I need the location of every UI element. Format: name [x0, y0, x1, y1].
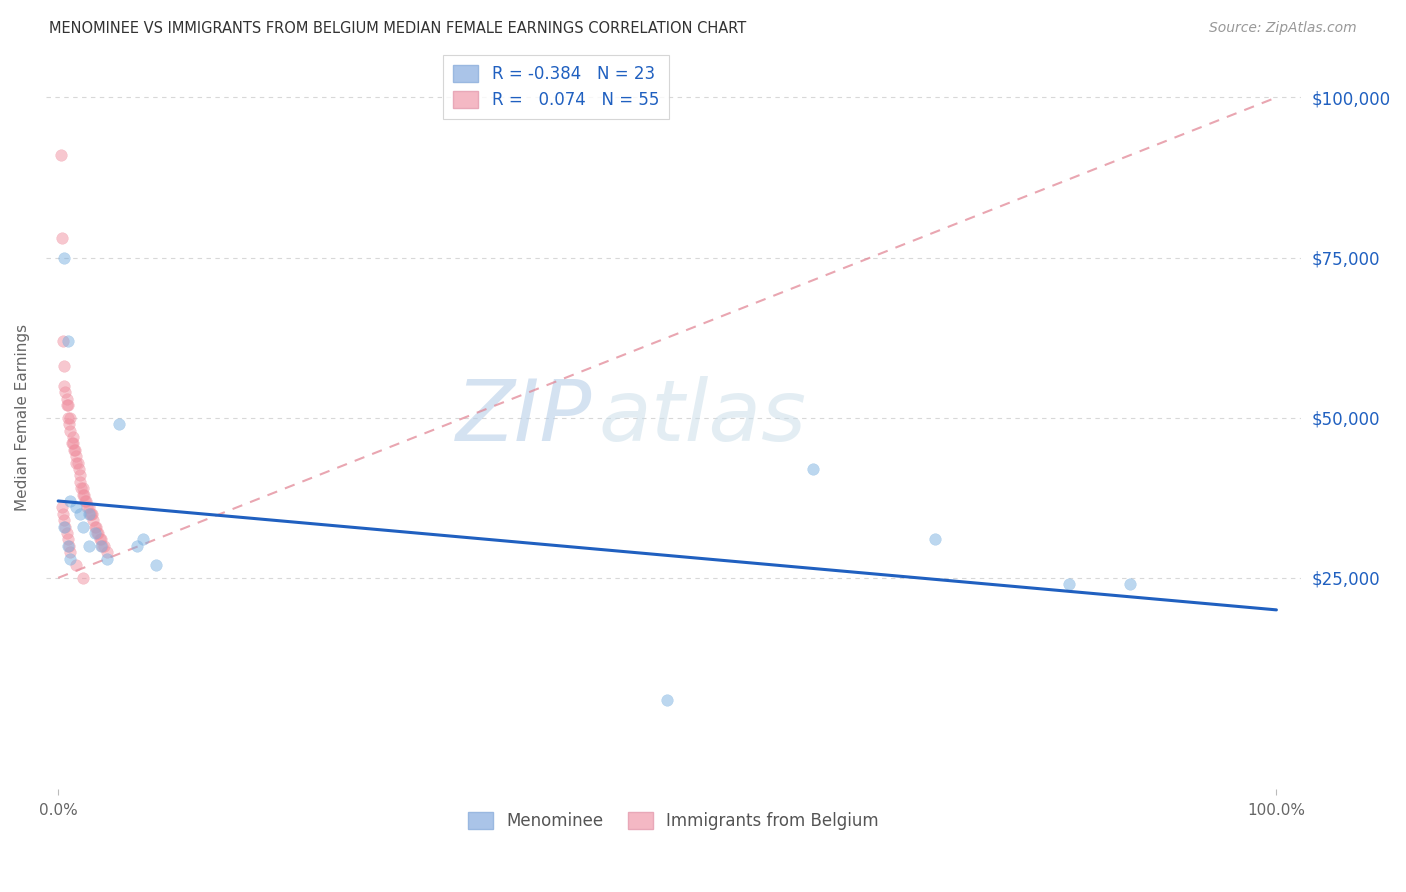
Text: MENOMINEE VS IMMIGRANTS FROM BELGIUM MEDIAN FEMALE EARNINGS CORRELATION CHART: MENOMINEE VS IMMIGRANTS FROM BELGIUM MED… — [49, 21, 747, 36]
Point — [73, 487, 96, 501]
Point — [91, 539, 114, 553]
Point — [65, 456, 87, 470]
Point — [72, 519, 94, 533]
Point — [55, 392, 77, 406]
Point — [82, 507, 104, 521]
Point — [79, 507, 101, 521]
Point — [53, 513, 76, 527]
Point — [59, 410, 82, 425]
Point — [1119, 577, 1142, 591]
Point — [82, 513, 104, 527]
Point — [90, 539, 112, 553]
Point — [87, 526, 110, 541]
Point — [65, 500, 87, 515]
Point — [86, 526, 108, 541]
Point — [59, 424, 82, 438]
Point — [53, 378, 76, 392]
Point — [56, 398, 79, 412]
Point — [70, 481, 93, 495]
Text: atlas: atlas — [598, 376, 806, 459]
Y-axis label: Median Female Earnings: Median Female Earnings — [15, 324, 30, 511]
Point — [58, 539, 80, 553]
Point — [75, 494, 97, 508]
Point — [657, 692, 679, 706]
Point — [62, 436, 84, 450]
Point — [53, 519, 76, 533]
Text: Source: ZipAtlas.com: Source: ZipAtlas.com — [1209, 21, 1357, 35]
Point — [145, 558, 167, 572]
Point — [65, 558, 87, 572]
Point — [53, 251, 76, 265]
Point — [83, 519, 105, 533]
Point — [72, 481, 94, 495]
Point — [49, 148, 72, 162]
Point — [72, 571, 94, 585]
Point — [69, 507, 91, 521]
Point — [65, 449, 87, 463]
Point — [55, 385, 77, 400]
Point — [924, 533, 946, 547]
Point — [108, 417, 131, 431]
Point — [56, 539, 79, 553]
Point — [63, 442, 86, 457]
Point — [52, 507, 75, 521]
Point — [93, 539, 115, 553]
Point — [89, 533, 111, 547]
Point — [55, 398, 77, 412]
Legend: Menominee, Immigrants from Belgium: Menominee, Immigrants from Belgium — [461, 805, 886, 837]
Point — [59, 545, 82, 559]
Point — [56, 410, 79, 425]
Point — [90, 533, 112, 547]
Point — [803, 462, 825, 476]
Point — [60, 436, 83, 450]
Point — [52, 334, 75, 348]
Point — [55, 526, 77, 541]
Point — [77, 500, 100, 515]
Point — [53, 359, 76, 374]
Point — [127, 539, 149, 553]
Point — [56, 533, 79, 547]
Point — [96, 551, 118, 566]
Point — [72, 487, 94, 501]
Point — [51, 231, 73, 245]
Point — [56, 334, 79, 348]
Point — [69, 475, 91, 489]
Point — [63, 442, 86, 457]
Point — [58, 417, 80, 431]
Point — [51, 500, 73, 515]
Point — [76, 500, 98, 515]
Point — [66, 456, 89, 470]
Point — [96, 545, 118, 559]
Point — [77, 507, 100, 521]
Point — [80, 507, 103, 521]
Point — [55, 519, 77, 533]
Point — [84, 519, 107, 533]
Point — [73, 494, 96, 508]
Point — [77, 539, 100, 553]
Point — [83, 526, 105, 541]
Point — [67, 462, 90, 476]
Point — [59, 551, 82, 566]
Point — [69, 468, 91, 483]
Point — [59, 494, 82, 508]
Point — [132, 533, 155, 547]
Point — [62, 430, 84, 444]
Point — [1059, 577, 1081, 591]
Text: ZIP: ZIP — [456, 376, 592, 459]
